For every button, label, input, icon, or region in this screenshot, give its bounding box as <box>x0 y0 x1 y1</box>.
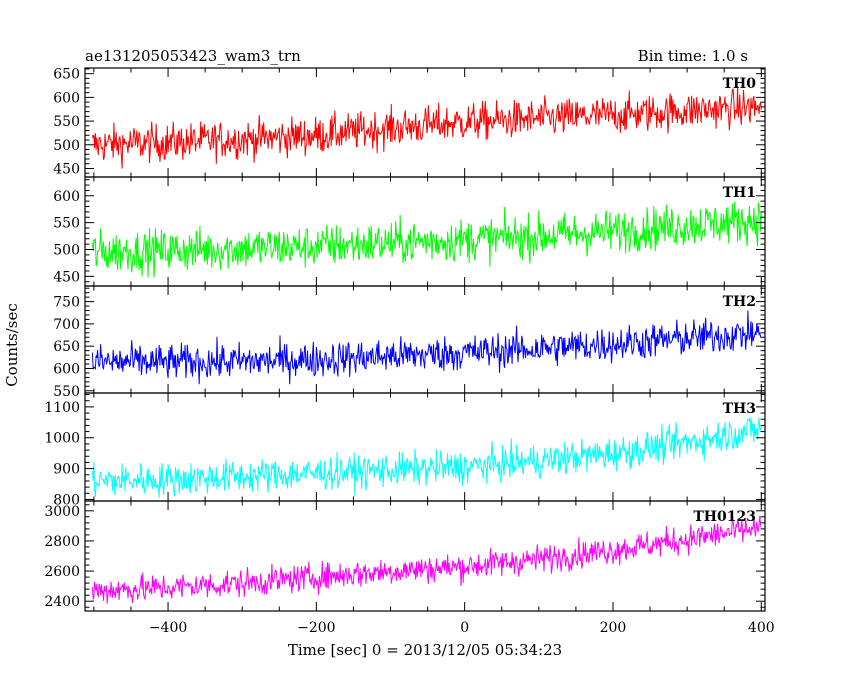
y-tick-label: 600 <box>53 361 80 377</box>
panel-label: TH1 <box>723 185 756 201</box>
y-tick-label: 1100 <box>44 400 80 416</box>
panel-th1: 450 500 550 600 TH1 <box>53 176 766 287</box>
x-tick-label: 0 <box>460 620 469 636</box>
y-tick-label: 1000 <box>44 431 80 447</box>
y-tick-label: 3000 <box>44 504 80 520</box>
panel-frame <box>84 500 766 612</box>
panel-th0: 450 500 550 600 650 TH0 <box>53 67 766 178</box>
y-tick-label: 750 <box>53 295 80 311</box>
y-tick-label: 900 <box>53 462 80 478</box>
series-line-th3 <box>91 417 762 498</box>
y-tick-label: 600 <box>53 90 80 106</box>
panel-th3: 800 900 1000 1100 TH3 <box>44 392 766 508</box>
x-tick-label: −400 <box>149 620 187 636</box>
panel-label: TH0 <box>723 76 757 92</box>
series-line-th0 <box>91 86 762 169</box>
series-line-th1 <box>91 201 762 278</box>
bin-time-label: Bin time: 1.0 s <box>638 47 748 65</box>
y-tick-label: 550 <box>53 114 80 130</box>
x-axis: −400 −200 0 200 400 <box>149 620 775 636</box>
y-tick-label: 2800 <box>44 534 80 550</box>
panel-th0123: 2400 2600 2800 3000 TH0123 <box>44 500 766 612</box>
x-axis-label: Time [sec] 0 = 2013/12/05 05:34:23 <box>288 641 562 659</box>
panel-th2: 550 600 650 700 750 TH2 <box>53 285 766 400</box>
y-tick-label: 450 <box>53 161 80 177</box>
y-tick-label: 450 <box>53 269 80 285</box>
y-tick-label: 2400 <box>44 594 80 610</box>
x-tick-label: 200 <box>600 620 627 636</box>
panel-label: TH2 <box>723 294 756 310</box>
x-tick-label: 400 <box>748 620 775 636</box>
panels: 450 500 550 600 650 TH0 450 500 550 600 TH1 550 600 6… <box>44 67 766 612</box>
y-tick-label: 600 <box>53 189 80 205</box>
y-tick-label: 650 <box>53 339 80 355</box>
y-tick-label: 550 <box>53 384 80 400</box>
y-tick-label: 650 <box>53 67 80 83</box>
y-tick-label: 800 <box>53 492 80 508</box>
panel-label: TH3 <box>723 401 756 417</box>
y-axis-label: Counts/sec <box>3 303 21 387</box>
y-tick-label: 550 <box>53 216 80 232</box>
panel-frame <box>84 67 766 178</box>
x-tick-label: −200 <box>297 620 335 636</box>
series-line-th2 <box>91 310 762 385</box>
panel-label: TH0123 <box>693 509 756 525</box>
y-tick-label: 500 <box>53 138 80 154</box>
chart-title: ae131205053423_wam3_trn <box>85 47 301 65</box>
series-line-th0123 <box>91 513 762 604</box>
y-tick-label: 2600 <box>44 564 80 580</box>
y-tick-label: 500 <box>53 242 80 258</box>
y-tick-label: 700 <box>53 317 80 333</box>
